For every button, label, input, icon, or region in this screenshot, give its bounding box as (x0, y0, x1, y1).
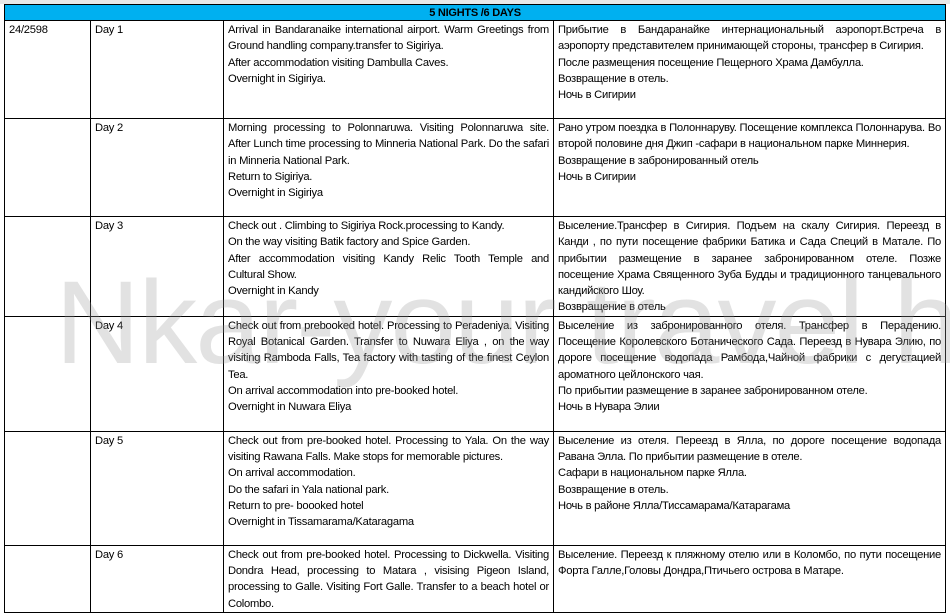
description-line: On the way visiting Batik factory and Sp… (228, 236, 471, 249)
table-row: Day 6 Check out from pre-booked hotel. Pr… (4, 544, 947, 613)
page-top-band (0, 0, 950, 4)
tour-code-cell (4, 430, 91, 546)
table-row: Day 3 Check out . Climbing to Sigiriya Ro… (4, 216, 947, 317)
description-line: Check out from pre-booked hotel. Process… (228, 548, 549, 610)
table-row: 24/2598 Day 1 Arrival in Bandaranaike inte… (4, 20, 947, 119)
description-line: Do the safari in Yala national park. (228, 483, 389, 496)
english-description-cell: Check out from pre-booked hotel. Process… (223, 430, 554, 546)
russian-description-cell: Прибытие в Бандаранайке интернациональны… (552, 20, 947, 119)
description-line: Check out from prebooked hotel. Processi… (228, 319, 549, 381)
russian-description-cell: Выселение.Трансфер в Сигирия. Подъем на … (552, 216, 947, 317)
description-line: Выселение.Трансфер в Сигирия. Подъем на … (558, 220, 942, 298)
description-line: Overnight in Nuwara Eliya (228, 401, 352, 414)
table-row: Day 2 Morning processing to Polonnaruwa. … (4, 118, 947, 217)
description-line: Возвращение в забронированный отель (558, 154, 759, 167)
russian-description-cell: Выселение из забронированного отеля. Тра… (552, 315, 947, 432)
description-line: After accommodation visiting Kandy Relic… (228, 252, 549, 281)
description-line: Ночь в районе Ялла/Тиссамарама/Катарагам… (558, 499, 791, 512)
tour-code-cell (4, 315, 91, 432)
description-line: Overnight in Tissamarama/Kataragama (228, 516, 414, 529)
description-line: Рано утром поездка в Полоннаруву. Посеще… (558, 122, 942, 151)
description-line: Выселение из отеля. Переезд в Ялла, по д… (558, 434, 942, 464)
day-cell: Day 5 (90, 430, 224, 546)
itinerary-table: 5 NIGHTS /6 DAYS 24/2598 Day 1 Arrival in … (3, 4, 947, 613)
description-line: Return to pre- boooked hotel (228, 499, 364, 512)
description-line: Выселение из забронированного отеля. Тра… (558, 319, 942, 381)
description-line: После размещения посещение Пещерного Хра… (558, 56, 864, 69)
day-cell: Day 1 (90, 20, 224, 119)
description-line: По прибытии размещение в заранее заброни… (558, 384, 868, 397)
table-title: 5 NIGHTS /6 DAYS (3, 4, 947, 21)
day-cell: Day 6 (90, 544, 224, 613)
description-line: On arrival accommodation. (228, 467, 356, 480)
english-description-cell: Arrival in Bandaranaike international ai… (223, 20, 554, 119)
description-line: Возвращение в отель. (558, 72, 669, 85)
english-description-cell: Check out . Climbing to Sigiriya Rock.pr… (223, 216, 554, 317)
day-cell: Day 4 (90, 315, 224, 432)
description-line: Overnight in Sigiriya (228, 187, 323, 200)
description-line: Check out . Climbing to Sigiriya Rock.pr… (228, 220, 505, 232)
english-description-cell: Check out from pre-booked hotel. Process… (223, 544, 554, 613)
description-line: Check out from pre-booked hotel. Process… (228, 434, 549, 464)
description-line: Arrival in Bandaranaike international ai… (228, 24, 549, 53)
description-line: Overnight in Sigiriya. (228, 72, 326, 85)
russian-description-cell: Выселение. Переезд к пляжному отелю или … (552, 544, 947, 613)
table-header-row: 5 NIGHTS /6 DAYS (3, 4, 947, 21)
description-line: Ночь в Сигирии (558, 89, 636, 102)
description-line: After accommodation visiting Dambulla Ca… (228, 56, 449, 69)
description-line: On arrival accommodation into pre-booked… (228, 384, 459, 397)
table-row: Day 4 Check out from prebooked hotel. Pro… (4, 315, 947, 432)
description-line: Ночь в Нувара Элии (558, 401, 660, 414)
description-line: Ночь в Сигирии (558, 170, 636, 183)
description-line: Прибытие в Бандаранайке интернациональны… (558, 24, 942, 53)
description-line: Return to Sigiriya. (228, 170, 313, 183)
tour-code-cell (4, 216, 91, 317)
description-line: Выселение. Переезд к пляжному отелю или … (558, 548, 942, 578)
tour-code-cell (4, 118, 91, 217)
russian-description-cell: Выселение из отеля. Переезд в Ялла, по д… (552, 430, 947, 546)
description-line: Возвращение в отель. (558, 483, 669, 496)
description-line: Overnight in Kandy (228, 285, 319, 298)
day-cell: Day 3 (90, 216, 224, 317)
english-description-cell: Morning processing to Polonnaruwa. Visit… (223, 118, 554, 217)
tour-code-cell (4, 544, 91, 613)
description-line: Сафари в национальном парке Ялла. (558, 467, 747, 480)
russian-description-cell: Рано утром поездка в Полоннаруву. Посеще… (552, 118, 947, 217)
table-row: Day 5 Check out from pre-booked hotel. Pr… (4, 430, 947, 546)
description-line: Возвращение в отель (558, 301, 666, 314)
day-cell: Day 2 (90, 118, 224, 217)
english-description-cell: Check out from prebooked hotel. Processi… (223, 315, 554, 432)
tour-code-cell: 24/2598 (4, 20, 91, 119)
description-line: Morning processing to Polonnaruwa. Visit… (228, 122, 549, 167)
